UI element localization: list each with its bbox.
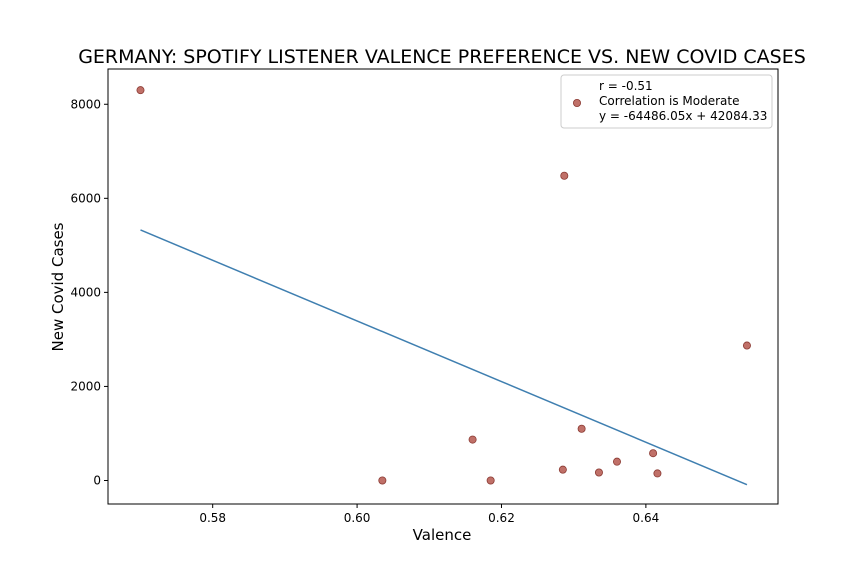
data-point: [577, 424, 586, 433]
x-tick-label: 0.62: [488, 511, 515, 525]
data-point: [594, 468, 603, 477]
plot-area: [107, 68, 779, 505]
data-point: [560, 171, 569, 180]
x-tick-label: 0.60: [344, 511, 371, 525]
data-point: [653, 469, 662, 478]
legend-equation: y = -64486.05x + 42084.33: [599, 109, 767, 123]
data-point: [468, 435, 477, 444]
y-axis-label: New Covid Cases: [49, 222, 67, 351]
data-point: [649, 449, 658, 458]
regression-line: [140, 229, 748, 486]
x-tick-label: 0.58: [199, 511, 226, 525]
y-tick-label: 8000: [70, 97, 101, 111]
legend-marker: [573, 99, 582, 108]
y-tick-label: 6000: [70, 191, 101, 205]
data-point: [378, 476, 387, 485]
data-point: [136, 86, 145, 95]
data-point: [742, 341, 751, 350]
x-axis-ticks: 0.58 0.60 0.62 0.64: [199, 504, 659, 525]
chart-title: GERMANY: SPOTIFY LISTENER VALENCE PREFER…: [78, 46, 806, 68]
data-points: [136, 86, 751, 485]
data-point: [558, 465, 567, 474]
x-tick-label: 0.64: [633, 511, 660, 525]
plot-frame: [107, 68, 779, 505]
y-tick-label: 2000: [70, 379, 101, 393]
legend-box: [560, 74, 773, 129]
legend: r = -0.51 Correlation is Moderate y = -6…: [560, 74, 773, 129]
data-point: [612, 457, 621, 466]
y-tick-label: 4000: [70, 285, 101, 299]
legend-correlation-strength: Correlation is Moderate: [599, 94, 739, 108]
data-point: [486, 476, 495, 485]
y-tick-label: 0: [93, 473, 101, 487]
y-axis-ticks: 0 2000 4000 6000 8000: [70, 97, 108, 487]
legend-r-value: r = -0.51: [599, 79, 653, 93]
x-axis-label: Valence: [413, 526, 472, 544]
